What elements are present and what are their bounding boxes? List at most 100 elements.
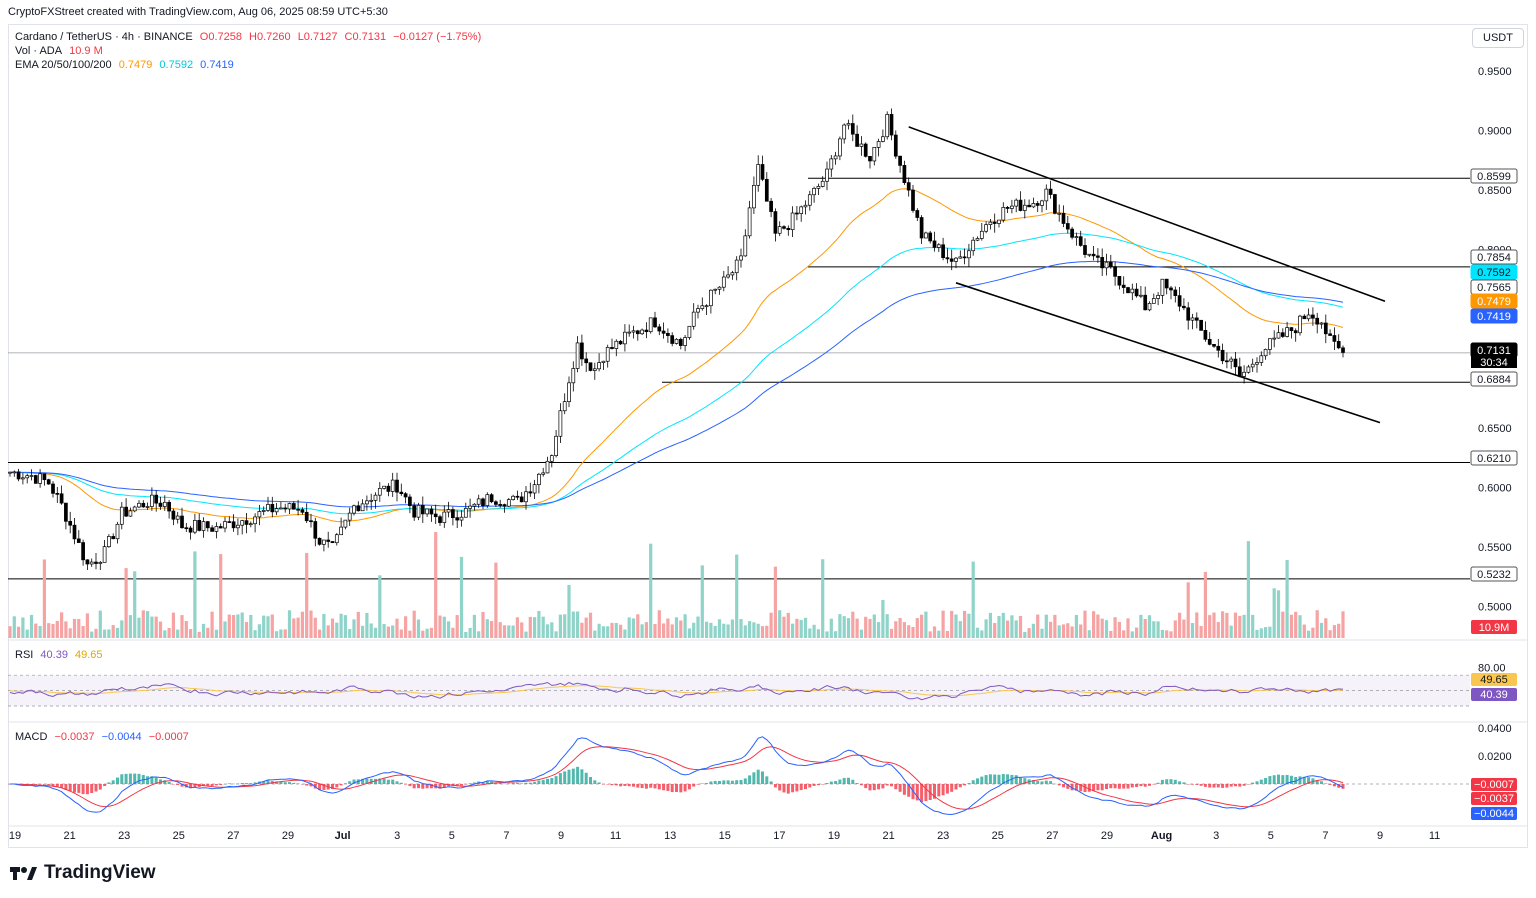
candle-body <box>1280 332 1285 337</box>
volume-bar <box>464 631 468 638</box>
macd-histogram-bar <box>1225 784 1229 788</box>
macd-histogram-bar <box>1259 779 1263 784</box>
candle-body <box>597 362 601 370</box>
time-axis-tick: 27 <box>227 830 239 842</box>
candle-body <box>1100 257 1105 269</box>
volume-bar <box>270 614 274 638</box>
macd-histogram-bar <box>997 774 1001 784</box>
rsi-axis-tick: 80.00 <box>1478 663 1506 675</box>
candle-body <box>347 512 352 521</box>
candle-body <box>541 472 546 475</box>
volume-bar <box>550 622 554 638</box>
candle-body <box>472 503 477 507</box>
macd-histogram-bar <box>288 782 291 784</box>
macd-histogram-bar <box>335 784 339 788</box>
volume-bar <box>343 615 347 638</box>
macd-histogram-bar <box>864 784 868 789</box>
candle-body <box>1306 314 1311 320</box>
candle-body <box>21 477 25 480</box>
symbol-legend[interactable]: Cardano / TetherUS · 4h · BINANCE O0.725… <box>15 30 485 44</box>
volume-bar <box>1113 617 1117 638</box>
candle-body <box>1108 261 1113 267</box>
candle-body <box>816 186 821 189</box>
channel-lower-trendline <box>955 282 1381 424</box>
volume-bar <box>1315 610 1319 638</box>
volume-bar <box>1199 626 1203 638</box>
macd-legend[interactable]: MACD −0.0037 −0.0044 −0.0007 <box>15 730 193 744</box>
volume-bar <box>1070 626 1074 638</box>
volume-bar <box>692 622 696 638</box>
macd-histogram-bar <box>808 784 812 788</box>
macd-histogram-bar <box>1289 775 1293 784</box>
volume-tag-label: 10.9M <box>1479 622 1510 634</box>
volume-bar <box>146 611 150 638</box>
macd-histogram-bar <box>90 784 94 794</box>
volume-bar <box>816 629 820 638</box>
volume-bar <box>928 631 932 638</box>
macd-histogram-bar <box>644 784 648 789</box>
macd-histogram-bar <box>894 784 898 790</box>
volume-bar <box>322 614 326 638</box>
volume-bar <box>515 617 519 638</box>
volume-bar <box>1152 621 1156 638</box>
macd-histogram-bar <box>855 783 859 784</box>
candle-body <box>162 501 167 507</box>
volume-bar <box>1229 625 1233 638</box>
volume-bar <box>662 623 666 638</box>
candle-body <box>360 503 365 512</box>
volume-bar <box>1319 622 1324 638</box>
candle-body <box>386 485 391 492</box>
candle-body <box>1203 329 1208 340</box>
price-axis-tick: 0.6000 <box>1478 483 1512 495</box>
volume-bar <box>1122 630 1126 638</box>
macd-histogram-bar <box>868 784 872 791</box>
volume-bar <box>103 629 107 638</box>
price-tag-label: 0.7131 <box>1477 345 1511 357</box>
volume-bar <box>1143 618 1147 638</box>
time-axis-tick: 23 <box>937 830 949 842</box>
volume-bar <box>1190 623 1195 638</box>
candle-body <box>184 527 189 530</box>
macd-histogram-bar <box>417 784 420 789</box>
rsi-legend[interactable]: RSI 40.39 49.65 <box>15 648 107 662</box>
candle-body <box>605 347 610 362</box>
candle-body <box>1220 349 1225 362</box>
macd-histogram-bar <box>791 784 795 793</box>
volume-bar <box>47 623 51 638</box>
macd-histogram-bar <box>296 783 300 784</box>
tradingview-logo[interactable]: TradingView <box>10 862 156 884</box>
macd-histogram-bar <box>898 784 902 792</box>
candle-body <box>627 331 632 334</box>
currency-selector[interactable]: USDT <box>1472 28 1524 48</box>
macd-histogram-bar <box>829 781 833 784</box>
candle-body <box>984 224 988 232</box>
volume-bar <box>1049 621 1053 638</box>
volume-bar <box>318 629 322 638</box>
candle-body <box>244 520 249 525</box>
macd-histogram-bar <box>1001 774 1005 784</box>
candle-body <box>416 504 421 518</box>
candle-body <box>902 165 907 183</box>
macd-histogram-bar <box>395 781 399 784</box>
candle-body <box>326 539 331 542</box>
macd-histogram-bar <box>890 784 893 787</box>
rsi-ma-line <box>9 684 1344 697</box>
candle-body <box>1332 335 1337 342</box>
macd-histogram-bar <box>730 780 734 784</box>
macd-histogram-bar <box>1221 784 1225 788</box>
volume-bar <box>1272 588 1276 638</box>
time-axis-tick: 9 <box>1377 830 1383 842</box>
rsi-tag-label: 40.39 <box>1480 689 1508 701</box>
price-tag <box>1470 264 1518 280</box>
volume-bar <box>111 625 115 638</box>
volume-legend[interactable]: Vol · ADA 10.9 M <box>15 44 107 58</box>
ema-legend[interactable]: EMA 20/50/100/200 0.7479 0.7592 0.7419 <box>15 58 238 72</box>
candle-body <box>442 511 447 523</box>
candle-body <box>1242 371 1246 377</box>
macd-histogram-bar <box>1294 776 1298 784</box>
candle-body <box>601 360 606 363</box>
rsi-ma-tag <box>1471 673 1517 686</box>
macd-histogram-bar <box>318 784 322 791</box>
macd-histogram-bar <box>1100 784 1104 791</box>
